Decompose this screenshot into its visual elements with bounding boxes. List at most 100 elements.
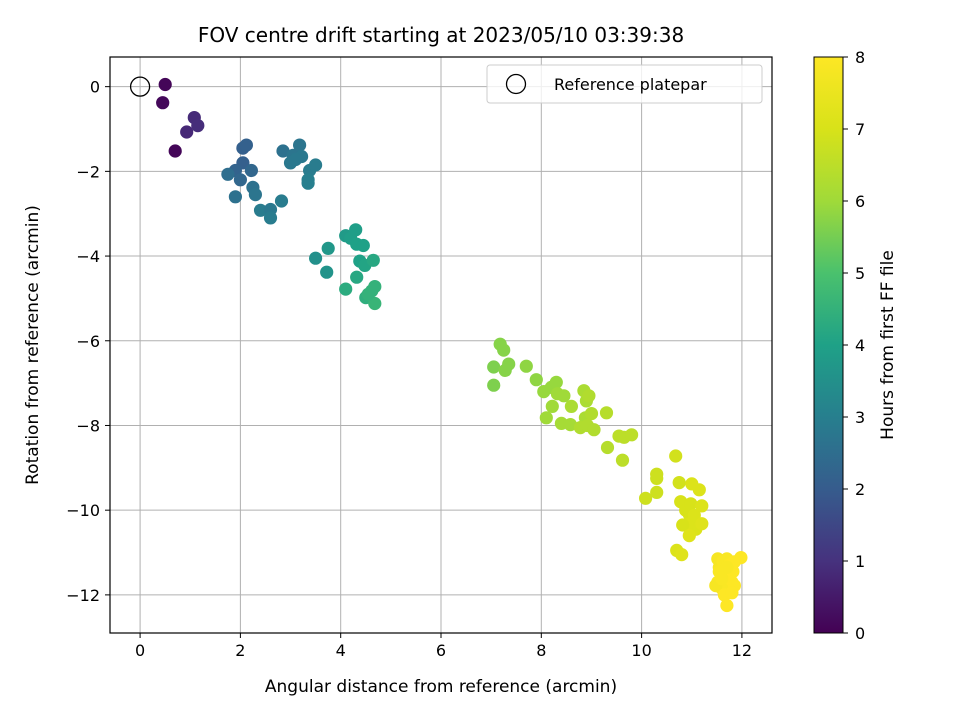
data-points <box>129 76 748 613</box>
data-point <box>239 138 253 152</box>
data-point <box>253 203 268 217</box>
y-axis-label: Rotation from reference (arcmin) <box>23 205 43 485</box>
legend: Reference platepar <box>486 64 763 104</box>
data-point <box>248 188 262 202</box>
colorbar-tick-label: 7 <box>855 120 865 139</box>
data-point <box>685 477 699 491</box>
legend-marker-open-circle <box>505 73 527 95</box>
data-point <box>672 476 686 490</box>
data-point <box>168 144 182 158</box>
colorbar-tick-label: 8 <box>855 48 865 67</box>
chart-title: FOV centre drift starting at 2023/05/10 … <box>198 23 684 47</box>
colorbar-tick-label: 0 <box>855 624 865 643</box>
colorbar: 0 1 2 3 4 5 6 7 8 Hours from first FF file <box>813 48 898 643</box>
data-point <box>529 373 543 387</box>
data-point <box>539 411 553 425</box>
data-point <box>180 125 194 139</box>
data-point <box>156 96 170 110</box>
colorbar-tick-label: 4 <box>855 336 865 355</box>
data-point <box>301 176 315 190</box>
data-point <box>549 375 563 389</box>
data-point <box>368 296 382 311</box>
x-tick-label: 2 <box>235 641 245 660</box>
data-point <box>582 389 596 403</box>
colorbar-tick-label: 3 <box>855 408 865 427</box>
y-tick-label: −2 <box>76 162 100 181</box>
x-axis-ticks: 0 2 4 6 8 10 12 <box>135 633 752 660</box>
data-point <box>557 389 571 403</box>
data-point <box>675 548 689 562</box>
data-point <box>695 499 709 513</box>
colorbar-tick-label: 5 <box>855 264 865 283</box>
data-point <box>682 529 696 543</box>
data-point <box>233 173 247 187</box>
x-axis-label: Angular distance from reference (arcmin) <box>265 677 617 697</box>
data-point <box>725 586 739 600</box>
colorbar-tick-label: 2 <box>855 480 865 499</box>
legend-label-reference-platepar: Reference platepar <box>554 75 707 94</box>
data-point <box>350 270 364 284</box>
x-tick-label: 12 <box>732 641 752 660</box>
data-point <box>356 238 370 253</box>
data-point <box>545 399 559 413</box>
data-point <box>366 253 380 267</box>
data-point <box>687 508 701 522</box>
data-point <box>497 343 511 357</box>
data-point <box>228 190 242 204</box>
data-point <box>720 560 734 575</box>
data-point <box>263 211 278 225</box>
reference-platepar-marker <box>129 76 151 97</box>
data-point <box>309 158 323 172</box>
data-point <box>564 399 579 413</box>
x-tick-label: 0 <box>135 641 145 660</box>
data-point <box>584 407 599 421</box>
data-point <box>563 418 578 432</box>
data-point <box>625 428 639 442</box>
data-point <box>320 265 334 279</box>
data-point <box>715 572 729 586</box>
data-point <box>650 471 664 485</box>
data-point <box>349 223 363 237</box>
data-point <box>221 167 235 181</box>
y-tick-label: −4 <box>76 247 100 266</box>
data-point <box>321 241 335 255</box>
data-point <box>587 423 601 437</box>
data-point <box>720 598 734 613</box>
colorbar-tick-label: 6 <box>855 192 865 211</box>
data-point <box>274 194 289 208</box>
y-tick-label: −8 <box>76 416 100 435</box>
data-point <box>684 497 698 511</box>
data-point <box>487 360 501 374</box>
x-tick-label: 6 <box>436 641 446 660</box>
data-point <box>676 518 690 532</box>
y-tick-label: 0 <box>90 78 100 97</box>
data-point <box>309 251 323 265</box>
data-point <box>695 517 709 531</box>
data-point <box>639 491 653 505</box>
colorbar-label: Hours from first FF file <box>878 250 898 440</box>
data-point <box>339 282 353 296</box>
y-axis-ticks: 0 −2 −4 −6 −8 −10 −12 <box>66 78 110 605</box>
x-tick-label: 4 <box>336 641 346 660</box>
data-point <box>289 152 303 167</box>
x-tick-label: 10 <box>631 641 651 660</box>
data-point <box>293 138 307 152</box>
data-point <box>650 485 664 499</box>
legend-box <box>486 64 763 104</box>
data-point <box>158 77 172 92</box>
data-point <box>519 359 533 373</box>
data-point <box>600 440 615 455</box>
data-point <box>599 406 614 420</box>
data-point <box>191 119 205 133</box>
data-point <box>361 287 375 301</box>
colorbar-tick-label: 1 <box>855 552 865 571</box>
data-point <box>487 378 501 392</box>
data-point <box>669 449 683 463</box>
y-tick-label: −10 <box>66 501 100 520</box>
data-point <box>276 144 290 158</box>
y-tick-label: −12 <box>66 586 100 605</box>
colorbar-gradient <box>813 56 844 634</box>
x-tick-label: 8 <box>536 641 546 660</box>
data-point <box>244 163 258 178</box>
